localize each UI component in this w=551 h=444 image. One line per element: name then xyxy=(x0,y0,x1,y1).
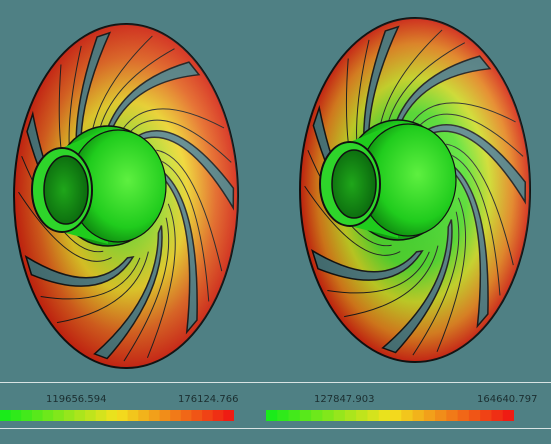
render-viewport[interactable] xyxy=(0,0,551,380)
colorbar-step xyxy=(435,410,447,421)
inlet-bore xyxy=(331,149,377,219)
inlet-bore xyxy=(43,155,89,225)
colorbar-step xyxy=(502,410,514,421)
colorbar-step xyxy=(21,410,33,421)
legend-right-max-label: 164640.797 xyxy=(477,394,538,405)
colorbar-step xyxy=(401,410,414,421)
colorbar-step xyxy=(127,410,139,421)
colorbar-step xyxy=(378,410,391,421)
impeller-scene xyxy=(13,17,531,369)
colorbar-step xyxy=(159,410,171,421)
colorbar-step xyxy=(423,410,436,421)
colorbar-step xyxy=(95,410,107,421)
impeller-left xyxy=(13,23,239,369)
colorbar-step xyxy=(457,410,470,421)
colorbar-step xyxy=(85,410,97,421)
legend-right-min-label: 127847.903 xyxy=(314,394,375,405)
legend-bottom-divider xyxy=(0,428,551,429)
colorbar-step xyxy=(0,410,12,421)
color-legend-right: 127847.903 164640.797 xyxy=(266,394,551,428)
colorbar-step xyxy=(180,410,192,421)
legend-left-min-label: 119656.594 xyxy=(46,394,107,405)
colorbar-step xyxy=(53,410,65,421)
colorbar-step xyxy=(42,410,54,421)
colorbar-step xyxy=(10,410,22,421)
impeller-right xyxy=(299,17,531,363)
colorbar-step xyxy=(367,410,380,421)
colorbar-step xyxy=(170,410,182,421)
colorbar-step xyxy=(148,410,161,421)
colorbar-step xyxy=(117,410,129,421)
colorbar-step xyxy=(333,410,346,421)
colorbar-step xyxy=(322,410,335,421)
legend-left-max-label: 176124.766 xyxy=(178,394,239,405)
colorbar-step xyxy=(74,410,86,421)
colorbar-step xyxy=(266,410,278,421)
legend-top-divider xyxy=(0,382,551,383)
colorbar-step xyxy=(223,410,234,421)
colorbar-step xyxy=(446,410,459,421)
colorbar-step xyxy=(390,410,402,421)
color-legend-left: 119656.594 176124.766 xyxy=(0,394,265,428)
colorbar-step xyxy=(31,410,44,421)
colorbar-step xyxy=(412,410,425,421)
colorbar-step xyxy=(277,410,290,421)
colorbar-step xyxy=(212,410,224,421)
colorbar-step xyxy=(491,410,504,421)
legend-right-colorbar xyxy=(266,410,514,421)
legend-left-colorbar xyxy=(0,410,234,421)
colorbar-step xyxy=(202,410,214,421)
colorbar-step xyxy=(138,410,150,421)
colorbar-step xyxy=(106,410,118,421)
colorbar-step xyxy=(480,410,492,421)
colorbar-step xyxy=(344,410,357,421)
colorbar-step xyxy=(288,410,301,421)
colorbar-step xyxy=(191,410,203,421)
colorbar-step xyxy=(63,410,75,421)
colorbar-step xyxy=(299,410,312,421)
colorbar-step xyxy=(468,410,481,421)
colorbar-step xyxy=(356,410,368,421)
colorbar-step xyxy=(311,410,323,421)
